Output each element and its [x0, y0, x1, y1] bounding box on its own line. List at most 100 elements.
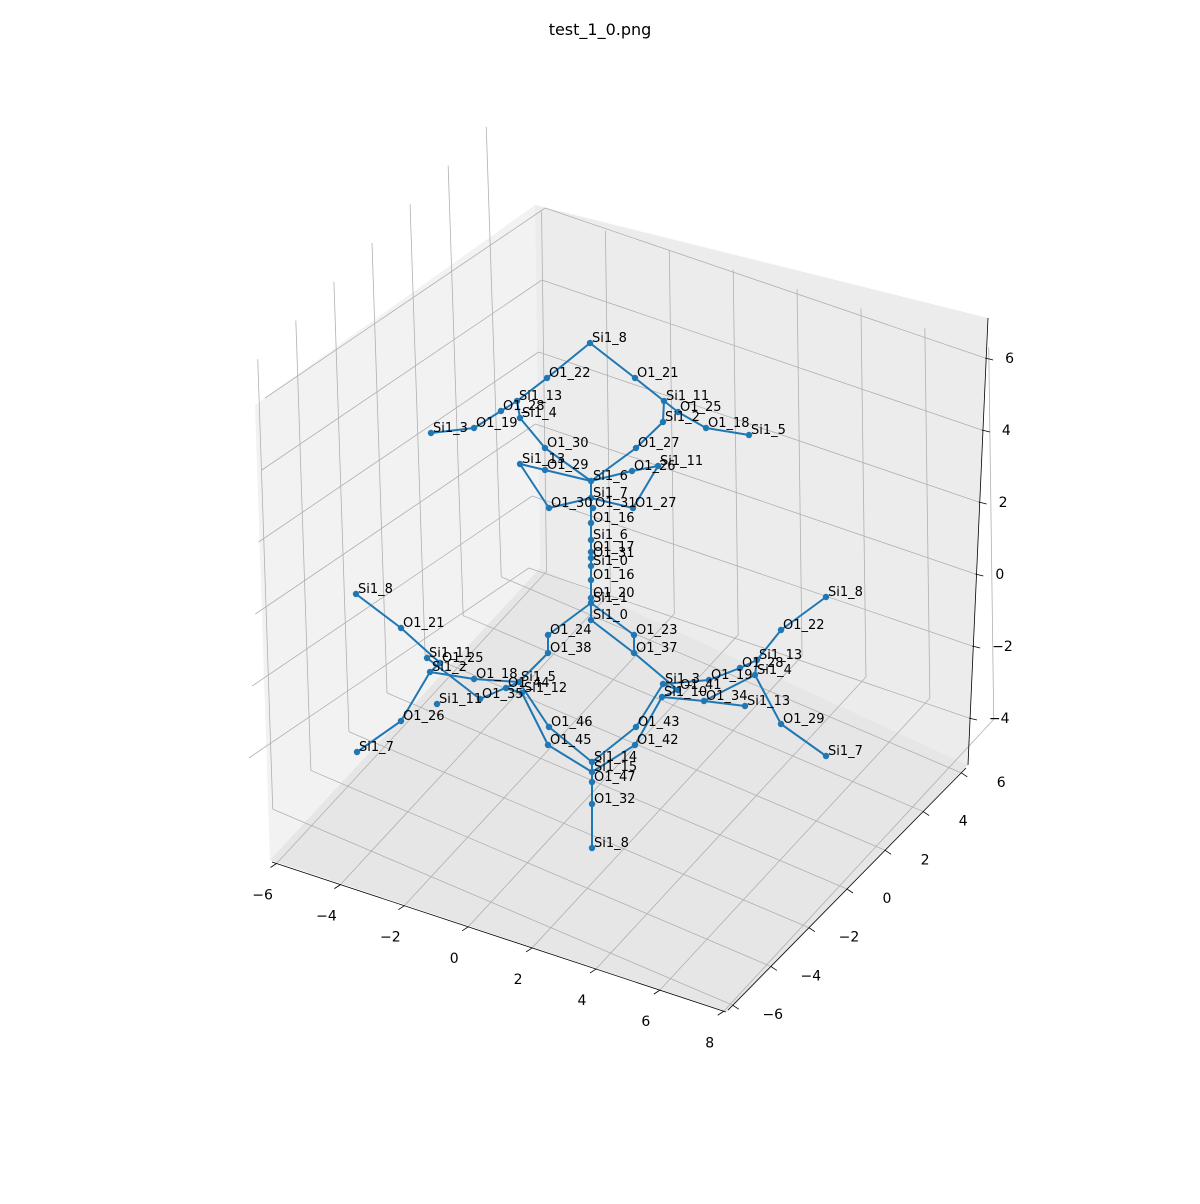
bond-line	[662, 400, 665, 423]
bond-line	[756, 629, 782, 661]
grid-x-floor	[340, 592, 611, 885]
bond-line	[519, 417, 546, 449]
atom-label: O1_46	[551, 715, 593, 730]
x-axis-line	[271, 861, 727, 1013]
bond-line	[400, 671, 431, 722]
bond-line	[355, 593, 402, 629]
atom-label: Si1_0	[593, 554, 628, 569]
atom-label: Si1_13	[747, 694, 790, 709]
atom-label: O1_18	[708, 416, 750, 431]
atom-label: O1_25	[680, 400, 722, 415]
axis-lines: −6 −4 −2 0 2 4 6 8 −6 −4 −2 0 2 4 6 −4 −2 0 2 4 6	[252, 317, 1014, 1051]
axis-panes	[255, 205, 988, 1012]
grid-y-left	[485, 126, 502, 577]
bond-line	[548, 497, 592, 509]
atom-label: Si1_1	[593, 591, 628, 606]
tick-label-y: −4	[801, 968, 822, 984]
tick-x	[589, 968, 597, 974]
atom-label: O1_19	[476, 416, 518, 431]
atom-label: O1_25	[442, 651, 484, 666]
bond-line	[590, 619, 635, 654]
z-axis-line	[967, 317, 989, 766]
grid-x-back	[796, 289, 803, 656]
atom-label: Si1_8	[358, 582, 393, 597]
tick-y	[770, 966, 778, 971]
atom-label: O1_42	[637, 733, 679, 748]
atom-label: O1_26	[634, 459, 676, 474]
atom-point	[541, 466, 549, 474]
bond-line	[754, 674, 782, 725]
tick-label-x: 2	[514, 972, 523, 988]
atom-point	[587, 494, 595, 502]
atom-label: Si1_11	[429, 646, 472, 661]
y-axis-line	[727, 767, 967, 1011]
atom-point	[751, 671, 759, 679]
bond-line	[589, 342, 636, 379]
atom-label: O1_27	[638, 436, 680, 451]
atom-point	[630, 649, 638, 657]
atom-point	[587, 554, 595, 562]
tick-label-x: −2	[380, 930, 401, 946]
atom-label: Si1_15	[594, 760, 637, 775]
atom-point	[587, 594, 595, 602]
atom-point	[545, 504, 553, 512]
atom-label: O1_45	[550, 733, 592, 748]
grid-x-back	[860, 308, 867, 678]
atom-point	[587, 548, 595, 556]
bond-line	[590, 602, 635, 636]
bond-line	[544, 469, 592, 482]
tick-label-y: 0	[883, 891, 892, 907]
atom-point	[587, 599, 595, 607]
atom-label: O1_18	[476, 667, 518, 682]
atom-label: O1_41	[680, 678, 722, 693]
grid-y-floor	[348, 731, 810, 929]
grid-x-floor	[467, 634, 739, 928]
atom-label: Si1_10	[664, 685, 707, 700]
grid-z-left	[255, 423, 536, 615]
bond-line	[429, 671, 475, 680]
atom-label: O1_30	[547, 436, 589, 451]
atom-label: O1_28	[742, 656, 784, 671]
atom-label: Si1_14	[594, 750, 637, 765]
bond-line	[632, 465, 659, 509]
atom-label: O1_35	[482, 687, 524, 702]
atom-point	[470, 424, 478, 432]
atom-label: O1_27	[635, 496, 677, 511]
grid-y-floor	[310, 770, 771, 967]
bond-line	[426, 657, 481, 700]
atom-point	[476, 695, 484, 703]
atom-point	[777, 720, 785, 728]
atom-label: O1_24	[550, 623, 592, 638]
grid-x-floor	[531, 655, 803, 949]
atom-point	[659, 680, 667, 688]
atom-label: O1_22	[783, 618, 825, 633]
bond-line	[662, 679, 710, 685]
tick-y	[922, 811, 930, 816]
atom-point	[700, 697, 708, 705]
atom-point	[674, 686, 682, 694]
grid-y-floor	[424, 653, 886, 851]
tick-y	[732, 1004, 739, 1010]
grid-z-left	[261, 279, 543, 471]
atom-point	[630, 631, 638, 639]
atom-point	[654, 462, 662, 470]
bond-line	[473, 410, 502, 429]
atom-point	[628, 467, 636, 475]
tick-label-x: 4	[578, 993, 587, 1009]
bond-line	[591, 726, 637, 763]
atom-point	[588, 778, 596, 786]
grid-y-floor	[272, 808, 733, 1006]
tick-x	[334, 884, 341, 889]
bond-line	[400, 627, 441, 664]
grid-z-back	[544, 207, 986, 359]
bond-line	[590, 470, 633, 482]
grid-x-floor	[659, 697, 931, 991]
bond-line	[590, 447, 637, 482]
atom-point	[674, 408, 682, 416]
atom-label: O1_23	[636, 623, 678, 638]
tick-y	[846, 888, 854, 894]
bond-line	[661, 696, 705, 702]
atom-point	[516, 460, 524, 468]
